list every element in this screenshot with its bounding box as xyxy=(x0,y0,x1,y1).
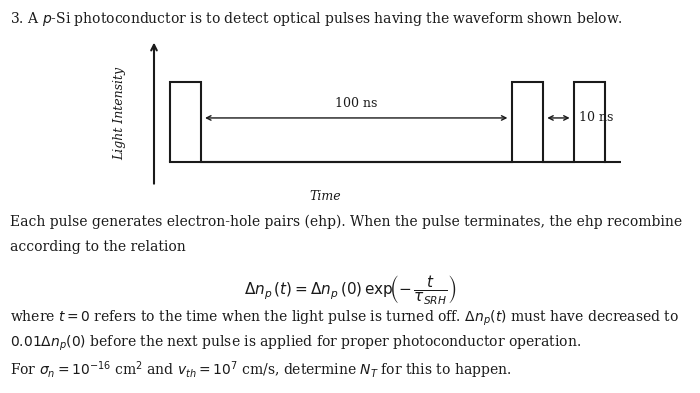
Text: 3. A $p$-Si photoconductor is to detect optical pulses having the waveform shown: 3. A $p$-Si photoconductor is to detect … xyxy=(10,10,624,28)
Text: 100 ns: 100 ns xyxy=(335,97,377,110)
Text: For $\sigma_n = 10^{-16}$ cm$^2$ and $v_{th} = 10^7$ cm/s, determine $N_T$ for t: For $\sigma_n = 10^{-16}$ cm$^2$ and $v_… xyxy=(10,360,512,381)
Text: Each pulse generates electron-hole pairs (ehp). When the pulse terminates, the e: Each pulse generates electron-hole pairs… xyxy=(10,214,682,229)
Text: where $t = 0$ refers to the time when the light pulse is turned off. $\Delta n_p: where $t = 0$ refers to the time when th… xyxy=(10,309,680,328)
Text: Time: Time xyxy=(309,190,341,203)
Text: 10 ns: 10 ns xyxy=(579,112,613,125)
Text: according to the relation: according to the relation xyxy=(10,240,186,254)
Text: $0.01\Delta n_p(0)$ before the next pulse is applied for proper photoconductor o: $0.01\Delta n_p(0)$ before the next puls… xyxy=(10,334,582,353)
Text: Light Intensity: Light Intensity xyxy=(113,67,126,160)
Text: $\Delta n_p\,(t) = \Delta n_p\,(0)\,\mathrm{exp}\!\left(-\,\dfrac{t}{\tau_{SRH}}: $\Delta n_p\,(t) = \Delta n_p\,(0)\,\mat… xyxy=(244,273,456,306)
